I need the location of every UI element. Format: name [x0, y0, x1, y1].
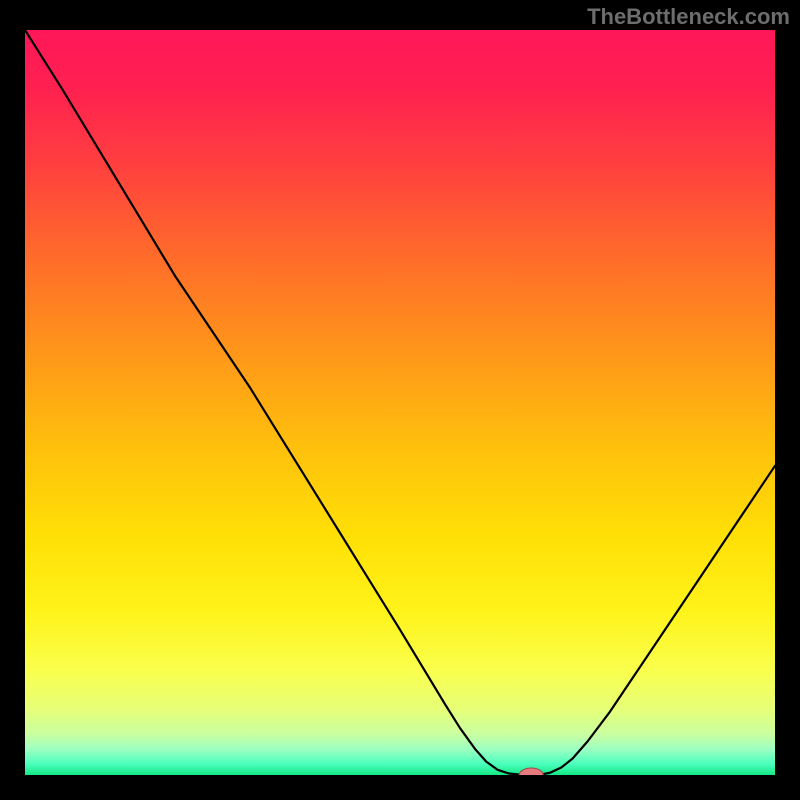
bottleneck-chart	[25, 30, 775, 775]
gradient-background	[25, 30, 775, 775]
chart-frame: TheBottleneck.com	[0, 0, 800, 800]
watermark-label: TheBottleneck.com	[587, 4, 790, 30]
